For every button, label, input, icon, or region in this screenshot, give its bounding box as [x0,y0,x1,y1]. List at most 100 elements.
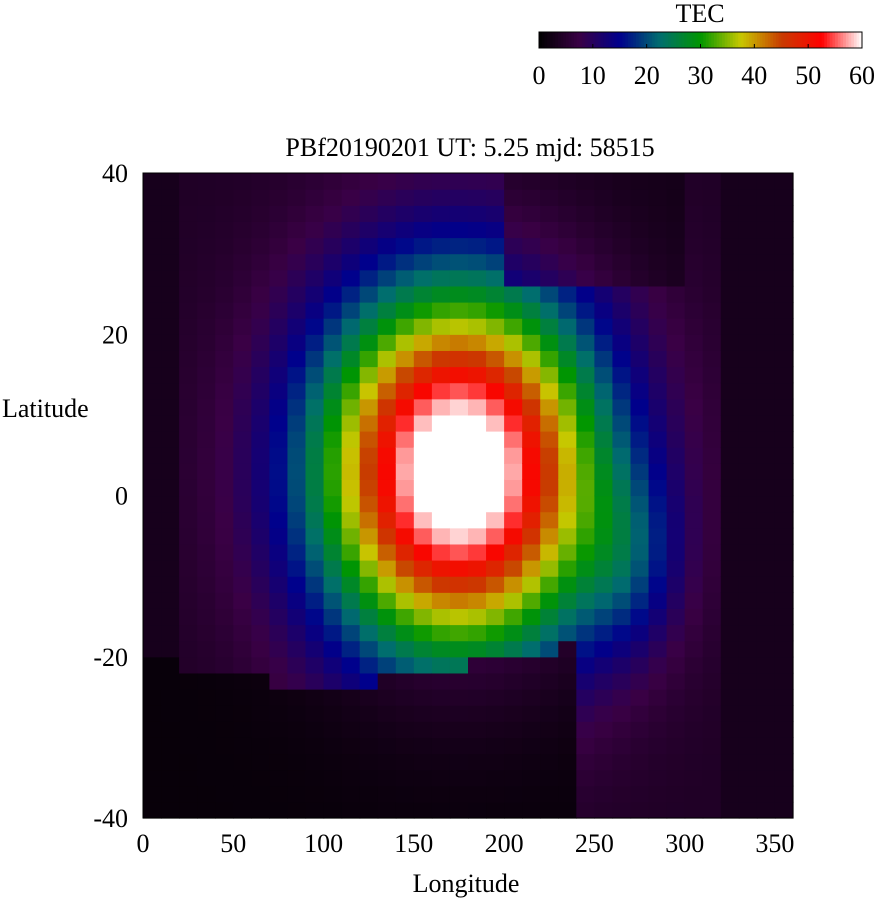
heatmap-cell [738,382,758,400]
heatmap-cell [431,543,451,561]
heatmap-cell [413,253,433,271]
heatmap-cell [143,447,162,464]
heatmap-cell [702,769,722,787]
heatmap-cell [702,640,722,658]
heatmap-cell [323,656,343,674]
heatmap-cell [143,189,162,206]
heatmap-cell [738,221,758,239]
heatmap-cell [215,431,234,448]
heatmap-cell [666,205,686,222]
heatmap-cell [594,285,614,303]
heatmap-cell [594,334,614,351]
heatmap-cell [431,479,451,497]
colorbar-swatch [595,32,599,48]
heatmap-cell [323,398,343,416]
colorbar-swatch [592,32,597,48]
heatmap-cell [576,269,595,287]
heatmap-cell [594,463,614,480]
heatmap-cell [341,382,361,400]
heatmap-cell [558,269,577,287]
heatmap-cell [233,656,252,674]
heatmap-cell [702,705,722,722]
heatmap-cell [666,350,686,368]
colorbar-swatch [711,32,715,48]
heatmap-cell [377,447,397,464]
heatmap-cell [323,511,343,529]
heatmap-cell [395,592,415,609]
heatmap-cell [233,221,252,239]
heatmap-cell [558,608,577,626]
colorbar-swatch [654,32,658,48]
heatmap-cell [287,495,307,513]
heatmap-cell [720,785,740,803]
heatmap-cell [576,560,595,577]
heatmap-cell [666,511,686,529]
heatmap-cell [684,624,704,642]
heatmap-cell [395,447,415,464]
heatmap-cells [143,173,794,819]
heatmap-cell [359,705,379,722]
heatmap-cell [323,221,343,239]
heatmap-cell [486,431,505,448]
heatmap-cell [395,285,415,303]
heatmap-cell [738,576,758,593]
heatmap-cell [468,560,487,577]
heatmap-cell [774,189,794,206]
heatmap-cell [486,785,505,803]
heatmap-cell [684,366,704,384]
colorbar-swatch [705,32,710,48]
heatmap-cell [558,221,577,239]
heatmap-cell [756,447,776,464]
heatmap-cell [449,189,469,206]
heatmap-cell [215,592,234,609]
heatmap-cell [774,302,794,319]
heatmap-cell [359,479,379,497]
heatmap-cell [143,302,162,319]
heatmap-cell [269,705,289,722]
heatmap-cell [143,689,162,706]
heatmap-cell [774,463,794,480]
heatmap-cell [251,173,270,190]
heatmap-cell [666,285,686,303]
heatmap-cell [540,366,559,384]
heatmap-cell [540,414,559,432]
colorbar-swatch [555,32,559,48]
heatmap-cell [630,350,650,368]
heatmap-cell [486,479,505,497]
heatmap-cell [449,511,469,529]
heatmap-cell [576,253,595,271]
heatmap-cell [431,592,451,609]
heatmap-cell [702,253,722,271]
heatmap-cell [630,173,650,190]
heatmap-cell [269,431,289,448]
heatmap-cell [738,801,758,819]
heatmap-cell [305,672,325,690]
heatmap-cell [684,608,704,626]
heatmap-cell [215,269,234,287]
heatmap-cell [377,495,397,513]
heatmap-cell [576,318,595,335]
heatmap-cell [413,398,433,416]
heatmap-cell [504,495,523,513]
heatmap-cell [630,785,650,803]
heatmap-cell [305,608,325,626]
heatmap-cell [558,527,577,545]
heatmap-cell [612,753,632,771]
heatmap-cell [522,382,541,400]
heatmap-cell [341,592,361,609]
heatmap-cell [576,753,595,771]
heatmap-cell [359,640,379,658]
heatmap-cell [233,479,252,497]
heatmap-cell [468,640,487,658]
heatmap-cell [468,398,487,416]
heatmap-cell [648,576,668,593]
heatmap-cell [684,253,704,271]
colorbar-swatch [730,32,734,48]
heatmap-cell [648,285,668,303]
heatmap-cell [251,721,270,738]
colorbar-swatch [689,32,693,48]
heatmap-cell [486,463,505,480]
heatmap-cell [486,721,505,738]
heatmap-cell [720,366,740,384]
heatmap-cell [702,721,722,738]
